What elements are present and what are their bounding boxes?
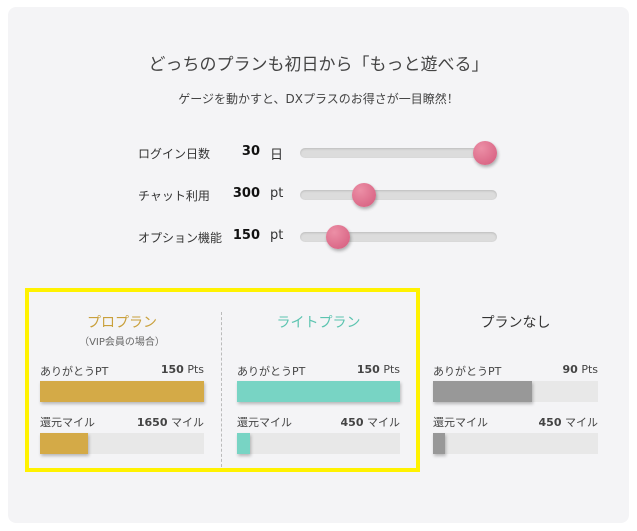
points-bar bbox=[40, 381, 204, 402]
points-label: ありがとうPT bbox=[237, 365, 306, 378]
points-bar bbox=[237, 381, 400, 402]
slider-thumb[interactable] bbox=[473, 141, 497, 165]
slider-row-option-features: オプション機能 150 pt bbox=[0, 225, 637, 249]
plan-name: ライトプラン bbox=[276, 315, 361, 331]
miles-bar-fill bbox=[40, 433, 88, 454]
points-value: 150 bbox=[356, 363, 380, 376]
miles-label: 還元マイル bbox=[40, 416, 95, 429]
slider-unit: pt bbox=[270, 228, 284, 243]
points-bar-fill bbox=[237, 381, 400, 402]
miles-unit: マイル bbox=[171, 416, 204, 429]
slider-track[interactable] bbox=[300, 183, 497, 207]
points-label: ありがとうPT bbox=[433, 365, 502, 378]
points-bar-fill bbox=[433, 381, 532, 402]
miles-bar-fill bbox=[237, 433, 251, 454]
points-label-row: ありがとうPT 150 Pts bbox=[40, 363, 204, 379]
slider-value: 150 bbox=[232, 228, 260, 243]
slider-thumb[interactable] bbox=[351, 183, 376, 207]
miles-label: 還元マイル bbox=[433, 416, 488, 429]
points-label-row: ありがとうPT 90 Pts bbox=[433, 363, 598, 379]
slider-label: オプション機能 bbox=[138, 231, 223, 245]
slider-row-chat-usage: チャット利用 300 pt bbox=[0, 183, 637, 207]
miles-label: 還元マイル bbox=[237, 416, 292, 429]
miles-bar bbox=[40, 433, 204, 454]
miles-value: 1650 bbox=[136, 416, 168, 429]
plan-name: プロプラン bbox=[87, 315, 157, 331]
points-value: 90 bbox=[562, 363, 578, 376]
miles-unit: マイル bbox=[367, 416, 400, 429]
points-bar bbox=[433, 381, 598, 402]
slider-value: 30 bbox=[241, 144, 260, 159]
points-value: 150 bbox=[160, 363, 184, 376]
slider-label: ログイン日数 bbox=[138, 147, 211, 161]
miles-label-row: 還元マイル 1650 マイル bbox=[40, 414, 204, 430]
page-subtitle: ゲージを動かすと、DXプラスのお得さが一目瞭然！ bbox=[178, 92, 459, 106]
slider-track[interactable] bbox=[300, 141, 497, 165]
points-unit: Pts bbox=[383, 363, 400, 376]
plan-note: （VIP会員の場合） bbox=[79, 337, 165, 348]
slider-row-login-days: ログイン日数 30 日 bbox=[0, 141, 637, 165]
slider-unit: 日 bbox=[270, 148, 284, 163]
miles-value: 450 bbox=[340, 416, 364, 429]
miles-label-row: 還元マイル 450 マイル bbox=[237, 414, 400, 430]
page-title: どっちのプランも初日から「もっと遊べる」 bbox=[148, 55, 489, 75]
plan-name: プランなし bbox=[480, 315, 551, 331]
miles-bar bbox=[237, 433, 400, 454]
points-unit: Pts bbox=[581, 363, 598, 376]
miles-bar-fill bbox=[433, 433, 445, 454]
plan-divider bbox=[221, 312, 222, 467]
slider-unit: pt bbox=[270, 186, 284, 201]
slider-value: 300 bbox=[232, 186, 260, 201]
miles-bar bbox=[433, 433, 598, 454]
highlight-box bbox=[25, 288, 420, 472]
points-unit: Pts bbox=[187, 363, 204, 376]
miles-unit: マイル bbox=[565, 416, 598, 429]
miles-label-row: 還元マイル 450 マイル bbox=[433, 414, 598, 430]
points-label: ありがとうPT bbox=[40, 365, 109, 378]
points-label-row: ありがとうPT 150 Pts bbox=[237, 363, 400, 379]
slider-track[interactable] bbox=[300, 225, 497, 249]
miles-value: 450 bbox=[538, 416, 562, 429]
slider-label: チャット利用 bbox=[138, 189, 210, 203]
points-bar-fill bbox=[40, 381, 204, 402]
slider-thumb[interactable] bbox=[325, 225, 350, 249]
